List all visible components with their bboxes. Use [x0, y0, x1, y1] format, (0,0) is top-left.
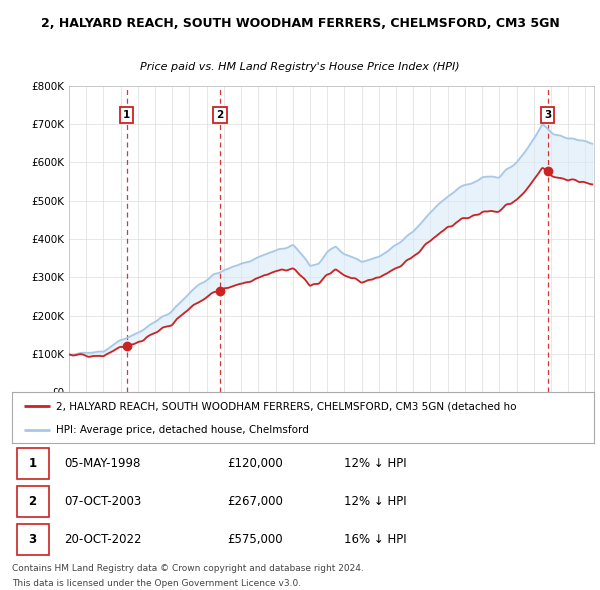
Text: 3: 3 [28, 533, 37, 546]
Text: 2, HALYARD REACH, SOUTH WOODHAM FERRERS, CHELMSFORD, CM3 5GN: 2, HALYARD REACH, SOUTH WOODHAM FERRERS,… [41, 18, 559, 31]
Text: Price paid vs. HM Land Registry's House Price Index (HPI): Price paid vs. HM Land Registry's House … [140, 62, 460, 72]
Text: £120,000: £120,000 [227, 457, 283, 470]
Text: 3: 3 [544, 110, 551, 120]
Text: 20-OCT-2022: 20-OCT-2022 [64, 533, 142, 546]
Text: 2: 2 [28, 495, 37, 508]
FancyBboxPatch shape [17, 448, 49, 479]
Text: 07-OCT-2003: 07-OCT-2003 [64, 495, 142, 508]
Text: This data is licensed under the Open Government Licence v3.0.: This data is licensed under the Open Gov… [12, 579, 301, 588]
Text: 12% ↓ HPI: 12% ↓ HPI [344, 495, 406, 508]
Text: 2, HALYARD REACH, SOUTH WOODHAM FERRERS, CHELMSFORD, CM3 5GN (detached ho: 2, HALYARD REACH, SOUTH WOODHAM FERRERS,… [56, 401, 516, 411]
Text: HPI: Average price, detached house, Chelmsford: HPI: Average price, detached house, Chel… [56, 425, 308, 435]
Text: 16% ↓ HPI: 16% ↓ HPI [344, 533, 406, 546]
Text: 05-MAY-1998: 05-MAY-1998 [64, 457, 141, 470]
Text: 1: 1 [123, 110, 130, 120]
Text: £267,000: £267,000 [227, 495, 283, 508]
Text: 12% ↓ HPI: 12% ↓ HPI [344, 457, 406, 470]
Text: Contains HM Land Registry data © Crown copyright and database right 2024.: Contains HM Land Registry data © Crown c… [12, 564, 364, 573]
Text: 1: 1 [28, 457, 37, 470]
Text: 2: 2 [217, 110, 224, 120]
FancyBboxPatch shape [17, 524, 49, 555]
Text: £575,000: £575,000 [227, 533, 283, 546]
FancyBboxPatch shape [17, 486, 49, 517]
